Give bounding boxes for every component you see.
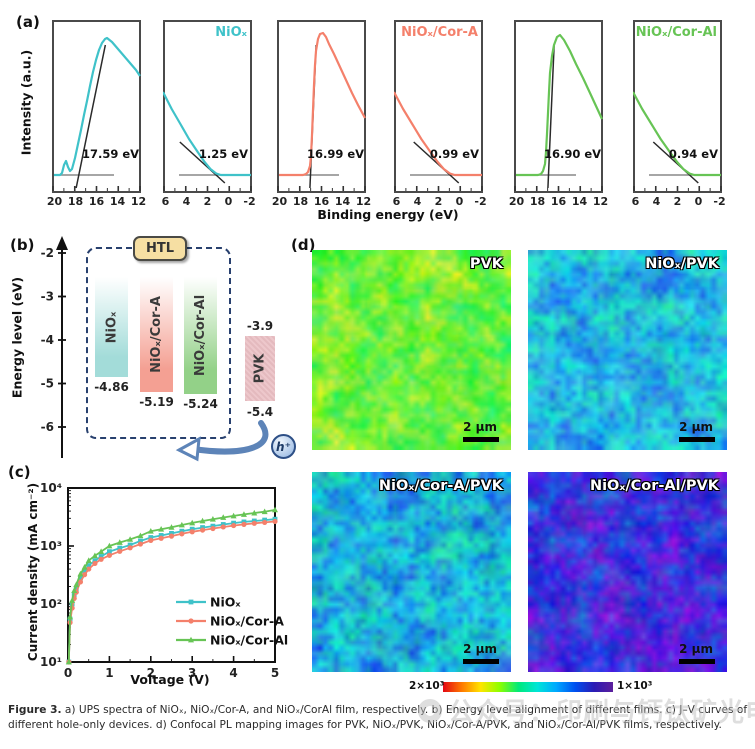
energy-bar-name: NiOₓ [104,311,119,343]
svg-text:-2: -2 [41,246,54,260]
panel-b-ylabel: Energy level (eV) [10,273,25,403]
energy-bar-name: NiOₓ/Cor-Al [193,295,208,376]
svg-text:-6: -6 [41,420,54,434]
cutoff-value-label: 16.90 eV [544,147,601,161]
subpanel-series-title: NiOₓ/Cor-A [401,25,478,40]
scalebar-label: 2 μm [463,642,497,656]
cutoff-value-label: 0.99 eV [430,147,479,161]
figure-caption: Figure 3. a) UPS spectra of NiOₓ, NiOₓ/C… [8,703,749,732]
figure-3: (a) Intensity (a.u.) 17.59 eV 20 18 16 14 12 1… [0,0,755,749]
pvk-bar: PVK [245,336,275,401]
cutoff-value-label: 1.25 eV [199,147,248,161]
x-tick-labels: 20 18 16 14 12 [44,195,149,208]
ups-subpanel-2: 16.99 eV [277,20,366,193]
pvk-bar-name: PVK [252,353,267,383]
energy-bar: NiOₓ [95,277,128,377]
scalebar [679,437,715,442]
ups-subpanel-1: 1.25 eV NiOₓ [163,20,252,193]
pl-map-title: PVK [470,256,503,272]
colorbar-min-label: 1×10³ [617,680,652,692]
htl-badge: HTL [133,236,187,261]
pl-map-3: NiOₓ/Cor-Al/PVK 2 μm [528,472,727,672]
colorbar-max-label: 2×10³ [409,680,444,692]
svg-text:10³: 10³ [40,539,62,553]
energy-bar: NiOₓ/Cor-A [140,277,173,392]
scalebar-label: 2 μm [679,420,713,434]
scalebar-label: 2 μm [679,642,713,656]
ups-subpanel-3: 0.99 eV NiOₓ/Cor-A [394,20,483,193]
panel-a-xlabel: Binding energy (eV) [263,207,513,222]
pl-map-title: NiOₓ/Cor-A/PVK [379,478,503,494]
ups-subpanel-4: 16.90 eV [514,20,603,193]
ups-subpanel-0: 17.59 eV [52,20,141,193]
caption-prefix: Figure 3. [8,704,62,716]
panel-c-ylabel: Current density (mA cm⁻²) [26,467,40,677]
scalebar [463,659,499,664]
hole-symbol: h⁺ [271,434,296,459]
svg-text:-5: -5 [41,377,54,391]
energy-bar-value: -5.24 [178,397,223,411]
svg-text:0: 0 [64,666,72,680]
subpanel-series-title: NiOₓ/Cor-Al [636,25,717,40]
svg-text:NiOₓ/Cor-Al: NiOₓ/Cor-Al [210,633,288,648]
pvk-top-value: -3.9 [239,319,281,333]
panel-a-ylabel: Intensity (a.u.) [19,43,34,163]
energy-bar: NiOₓ/Cor-Al [184,277,217,394]
energy-bar-value: -4.86 [89,380,134,394]
pl-map-0: PVK 2 μm [312,250,511,450]
caption-text: a) UPS spectra of NiOₓ, NiOₓ/Cor-A, and … [8,704,747,731]
cutoff-value-label: 0.94 eV [669,147,718,161]
x-tick-labels: 6 4 2 0 -2 [625,195,730,208]
pl-map-title: NiOₓ/PVK [645,256,719,272]
x-tick-labels: 6 4 2 0 -2 [155,195,260,208]
pl-map-2: NiOₓ/Cor-A/PVK 2 μm [312,472,511,672]
x-tick-labels: 20 18 16 14 12 [506,195,611,208]
cutoff-value-label: 17.59 eV [82,147,139,161]
svg-text:5: 5 [271,666,279,680]
svg-text:10⁴: 10⁴ [40,481,62,495]
energy-bar-value: -5.19 [134,395,179,409]
svg-text:10²: 10² [40,597,62,611]
pl-map-1: NiOₓ/PVK 2 μm [528,250,727,450]
scalebar-label: 2 μm [463,420,497,434]
scalebar [679,659,715,664]
ups-subpanel-5: 0.94 eV NiOₓ/Cor-Al [633,20,722,193]
svg-text:10¹: 10¹ [40,655,62,669]
panel-a-label: (a) [16,13,40,31]
cutoff-value-label: 16.99 eV [307,147,364,161]
pl-map-title: NiOₓ/Cor-Al/PVK [590,478,719,494]
energy-bar-name: NiOₓ/Cor-A [149,296,164,373]
pl-colorbar [443,682,613,692]
svg-text:NiOₓ/Cor-A: NiOₓ/Cor-A [210,614,284,629]
svg-text:-3: -3 [41,290,54,304]
panel-c-xlabel: Voltage (V) [100,672,240,687]
scalebar [463,437,499,442]
subpanel-series-title: NiOₓ [215,25,247,40]
svg-text:NiOₓ: NiOₓ [210,595,241,610]
